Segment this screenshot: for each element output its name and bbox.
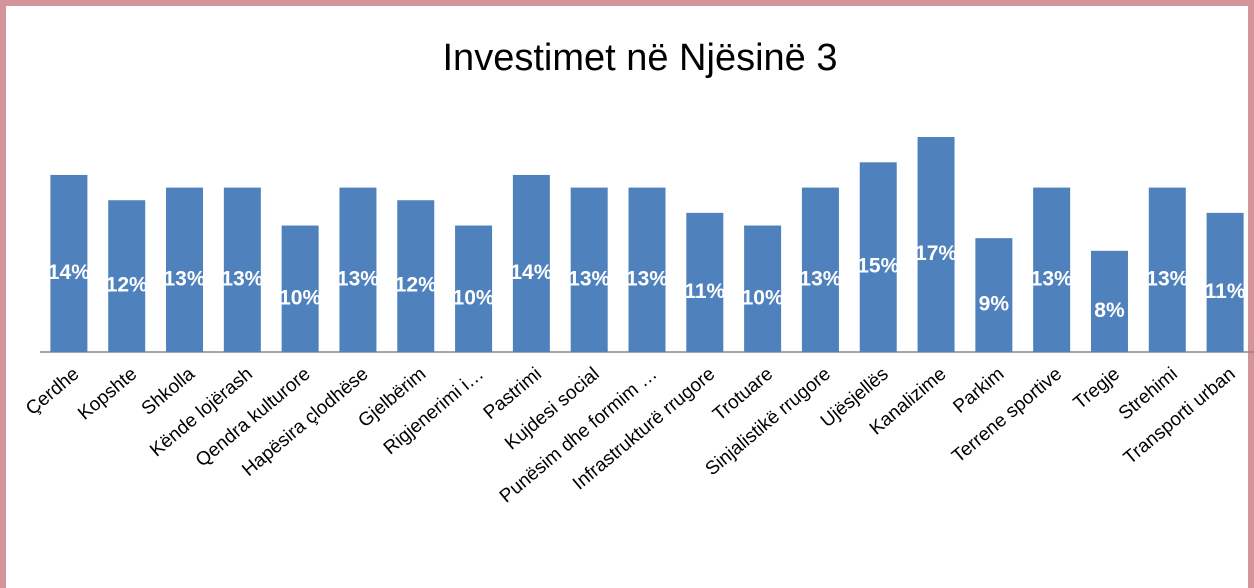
data-label: 13% [164, 267, 206, 290]
data-label: 13% [626, 267, 668, 290]
data-label: 12% [395, 274, 437, 297]
data-label: 13% [1146, 267, 1188, 290]
data-label: 13% [1031, 267, 1073, 290]
bar [686, 212, 724, 352]
data-label: 10% [453, 286, 495, 309]
chart-title: Investimet në Njësinë 3 [443, 37, 838, 79]
bar [339, 187, 377, 352]
bar [859, 162, 897, 352]
bar [975, 238, 1013, 352]
x-tick-label: Tregje [1070, 364, 1124, 414]
data-label: 9% [979, 293, 1010, 316]
bar [166, 187, 204, 352]
bar [1148, 187, 1186, 352]
bar [50, 174, 88, 352]
bar [744, 225, 782, 352]
data-label: 11% [684, 280, 725, 303]
bar [223, 187, 261, 352]
data-label: 13% [799, 267, 841, 290]
x-tick-label: Rigjenerimi i… [380, 364, 488, 459]
data-label: 15% [857, 255, 899, 278]
data-label: 14% [510, 261, 552, 284]
x-tick-label: Çerdhe [22, 364, 83, 420]
bar [455, 225, 493, 352]
bar [281, 225, 319, 352]
bar [1033, 187, 1071, 352]
data-label: 10% [742, 286, 784, 309]
data-label: 8% [1094, 299, 1125, 322]
bar [512, 174, 550, 352]
data-label: 13% [221, 267, 263, 290]
bar [108, 200, 146, 352]
bar [917, 137, 955, 352]
bar [570, 187, 608, 352]
bar [1090, 250, 1128, 352]
data-label: 10% [279, 286, 321, 309]
bar [397, 200, 435, 352]
bar [801, 187, 839, 352]
data-label: 17% [915, 242, 957, 265]
data-label: 11% [1205, 280, 1246, 303]
data-label: 13% [568, 267, 610, 290]
x-tick-label: Kopshte [74, 364, 141, 425]
bar [1206, 212, 1244, 352]
data-label: 14% [48, 261, 90, 284]
data-label: 13% [337, 267, 379, 290]
bar [628, 187, 666, 352]
data-label: 12% [106, 274, 148, 297]
